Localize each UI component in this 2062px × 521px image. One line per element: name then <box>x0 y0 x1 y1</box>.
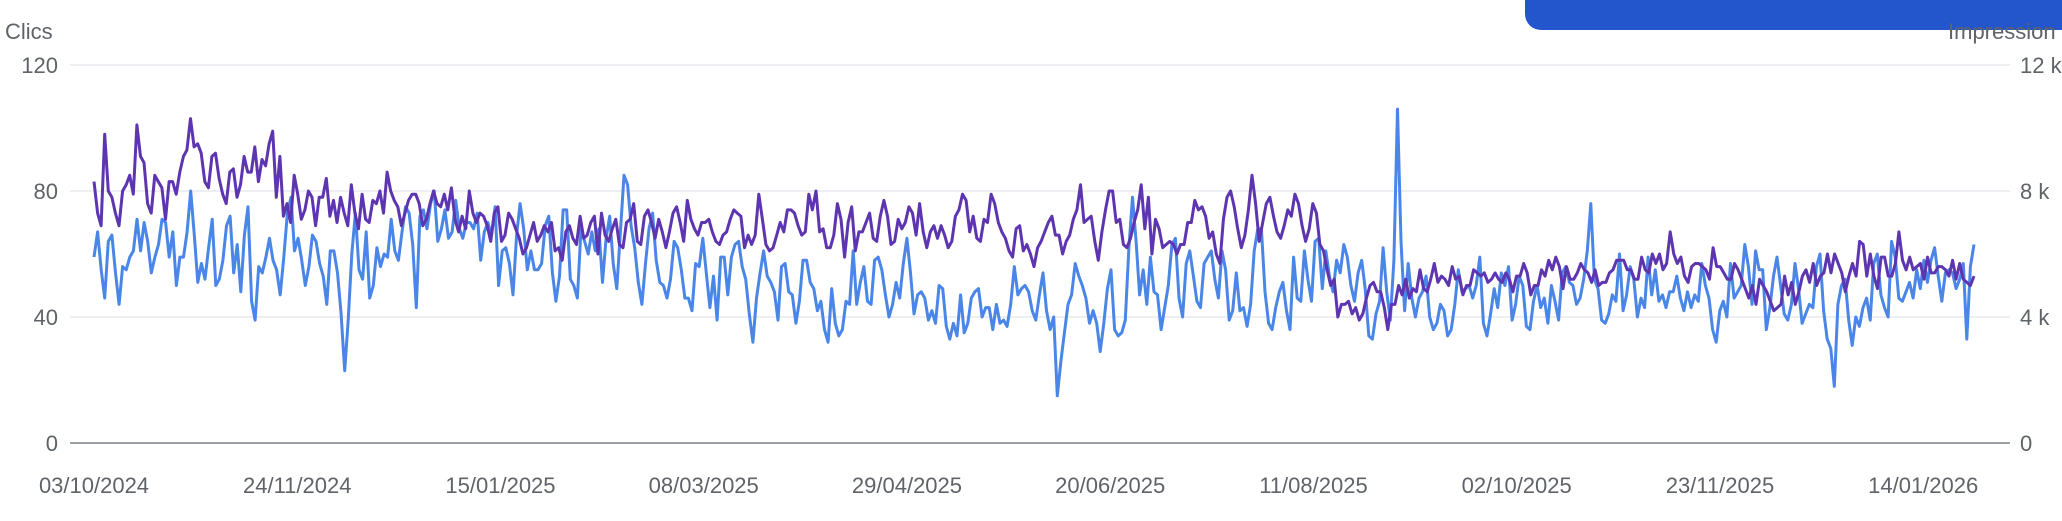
top-banner <box>1525 0 2062 30</box>
left-tick-label: 120 <box>21 53 58 78</box>
left-axis-ticks: 0 40 80 120 <box>21 53 58 456</box>
x-tick-label: 23/11/2025 <box>1666 473 1774 498</box>
right-axis-ticks: 0 4 k 8 k 12 k <box>2020 53 2062 456</box>
series-layer <box>92 107 1976 398</box>
x-tick-label: 20/06/2025 <box>1055 473 1165 498</box>
x-tick-label: 11/08/2025 <box>1259 473 1367 498</box>
clicks-series-line <box>92 117 1976 332</box>
right-tick-label: 8 k <box>2020 179 2050 204</box>
right-axis-title: Impression <box>1948 19 2056 44</box>
left-tick-label: 80 <box>34 179 58 204</box>
gridlines <box>70 64 2010 444</box>
x-tick-label: 08/03/2025 <box>649 473 759 498</box>
x-tick-label: 03/10/2024 <box>39 473 149 498</box>
right-tick-label: 4 k <box>2020 305 2050 330</box>
x-tick-label: 15/01/2025 <box>445 473 555 498</box>
x-tick-label: 29/04/2025 <box>852 473 962 498</box>
right-tick-label: 12 k <box>2020 53 2062 78</box>
x-tick-label: 14/01/2026 <box>1868 473 1978 498</box>
left-tick-label: 0 <box>46 431 58 456</box>
x-axis-ticks: 03/10/2024 24/11/2024 15/01/2025 08/03/2025… <box>39 473 1978 498</box>
impressions-series-line <box>92 107 1976 398</box>
left-axis-title: Clics <box>5 19 53 44</box>
left-tick-label: 40 <box>34 305 58 330</box>
right-tick-label: 0 <box>2020 431 2032 456</box>
x-tick-label: 24/11/2024 <box>243 473 351 498</box>
x-tick-label: 02/10/2025 <box>1462 473 1572 498</box>
